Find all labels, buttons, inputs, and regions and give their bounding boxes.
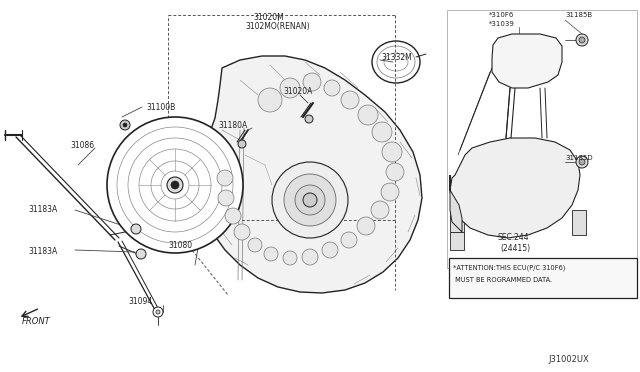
Circle shape (120, 120, 130, 130)
Ellipse shape (372, 41, 420, 83)
Text: *ATTENTION:THIS ECU(P/C 310F6): *ATTENTION:THIS ECU(P/C 310F6) (453, 265, 565, 271)
Circle shape (341, 91, 359, 109)
Circle shape (258, 88, 282, 112)
Bar (450, 232, 464, 250)
Polygon shape (450, 138, 580, 238)
Bar (447, 10, 637, 268)
Circle shape (303, 73, 321, 91)
Circle shape (156, 310, 160, 314)
Circle shape (107, 117, 243, 253)
Circle shape (131, 224, 141, 234)
Circle shape (264, 247, 278, 261)
Text: (24415): (24415) (500, 244, 530, 253)
Text: 31094: 31094 (128, 298, 152, 307)
Circle shape (386, 163, 404, 181)
Circle shape (136, 249, 146, 259)
Circle shape (280, 78, 300, 98)
Circle shape (238, 140, 246, 148)
Circle shape (381, 183, 399, 201)
Circle shape (341, 232, 357, 248)
Text: 31183A: 31183A (28, 205, 57, 215)
Circle shape (248, 238, 262, 252)
Circle shape (358, 105, 378, 125)
Circle shape (305, 115, 313, 123)
Text: 31100B: 31100B (146, 103, 175, 112)
Polygon shape (450, 175, 462, 232)
Text: 31080: 31080 (168, 241, 192, 250)
Circle shape (322, 242, 338, 258)
Circle shape (302, 249, 318, 265)
Text: 31183A: 31183A (28, 247, 57, 257)
Circle shape (217, 170, 233, 186)
Text: 31086: 31086 (70, 141, 94, 150)
Ellipse shape (474, 191, 486, 199)
Text: J31002UX: J31002UX (548, 356, 589, 365)
Circle shape (123, 123, 127, 127)
Circle shape (579, 159, 585, 165)
Circle shape (324, 80, 340, 96)
Bar (449, 258, 637, 298)
Circle shape (272, 162, 348, 238)
Text: SEC.244: SEC.244 (497, 234, 529, 243)
Text: 3102MO(RENAN): 3102MO(RENAN) (245, 22, 310, 31)
Circle shape (576, 156, 588, 168)
Text: 31332M: 31332M (381, 54, 412, 62)
Text: 31020A: 31020A (283, 87, 312, 96)
Circle shape (225, 208, 241, 224)
Circle shape (579, 37, 585, 43)
Text: *310F6: *310F6 (489, 12, 515, 18)
Circle shape (371, 201, 389, 219)
Circle shape (283, 251, 297, 265)
Circle shape (153, 307, 163, 317)
Circle shape (303, 193, 317, 207)
Bar (450, 210, 464, 232)
Circle shape (167, 177, 183, 193)
Text: FRONT: FRONT (22, 317, 51, 327)
Text: 31180A: 31180A (218, 121, 247, 129)
Circle shape (284, 174, 336, 226)
Text: *31039: *31039 (489, 21, 515, 27)
Circle shape (218, 190, 234, 206)
Circle shape (382, 142, 402, 162)
Circle shape (372, 122, 392, 142)
Text: 31185B: 31185B (565, 12, 592, 18)
Circle shape (576, 34, 588, 46)
Circle shape (357, 217, 375, 235)
Polygon shape (200, 56, 422, 293)
Circle shape (171, 181, 179, 189)
Circle shape (234, 224, 250, 240)
Ellipse shape (509, 188, 521, 196)
Polygon shape (492, 34, 562, 88)
Ellipse shape (492, 208, 502, 215)
Text: MUST BE ROGRAMMED DATA.: MUST BE ROGRAMMED DATA. (453, 277, 552, 283)
Text: 31020M: 31020M (253, 13, 284, 22)
Bar (572, 210, 586, 235)
Circle shape (295, 185, 325, 215)
Text: 31185D: 31185D (565, 155, 593, 161)
